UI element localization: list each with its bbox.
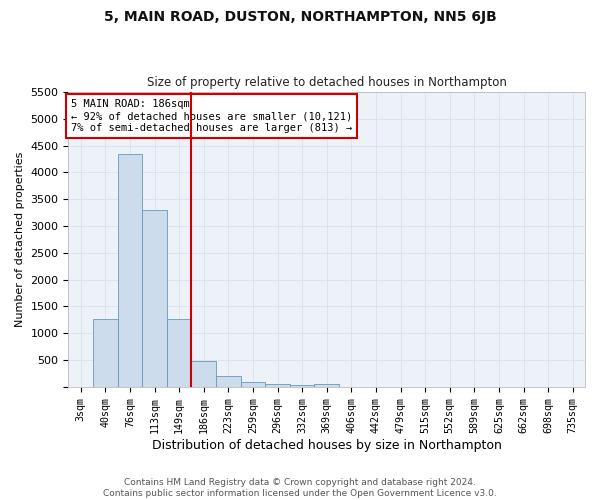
Bar — [118, 154, 142, 387]
Y-axis label: Number of detached properties: Number of detached properties — [15, 152, 25, 327]
Bar — [191, 361, 216, 387]
Bar — [290, 385, 314, 387]
Text: Contains HM Land Registry data © Crown copyright and database right 2024.
Contai: Contains HM Land Registry data © Crown c… — [103, 478, 497, 498]
Text: 5 MAIN ROAD: 186sqm
← 92% of detached houses are smaller (10,121)
7% of semi-det: 5 MAIN ROAD: 186sqm ← 92% of detached ho… — [71, 100, 352, 132]
Bar — [216, 376, 241, 387]
Text: 5, MAIN ROAD, DUSTON, NORTHAMPTON, NN5 6JB: 5, MAIN ROAD, DUSTON, NORTHAMPTON, NN5 6… — [104, 10, 496, 24]
Bar — [314, 384, 339, 387]
Bar — [167, 320, 191, 387]
X-axis label: Distribution of detached houses by size in Northampton: Distribution of detached houses by size … — [152, 440, 502, 452]
Bar — [265, 384, 290, 387]
Bar — [93, 320, 118, 387]
Title: Size of property relative to detached houses in Northampton: Size of property relative to detached ho… — [147, 76, 506, 90]
Bar — [142, 210, 167, 387]
Bar — [241, 382, 265, 387]
